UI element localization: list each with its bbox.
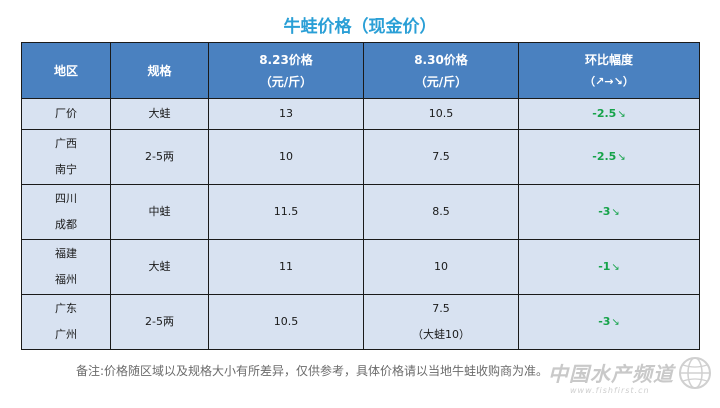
cell-spec: 中蛙 <box>110 184 209 240</box>
cell-region: 广东 广州 <box>21 294 111 350</box>
cell-price-1: 13 <box>208 98 364 130</box>
table-header-row: 地区 规格 8.23价格 （元/斤） 8.30价格 （元/斤） 环比幅度 （↗→… <box>21 42 700 99</box>
header-date2-label: 8.30价格 <box>414 52 468 67</box>
cell-change: -3↘ <box>518 184 700 240</box>
cell-price-2: 8.5 <box>363 184 519 240</box>
cell-price-2: 10 <box>363 239 519 295</box>
header-region: 地区 <box>21 42 111 99</box>
region-line2: 南宁 <box>55 163 77 176</box>
price-2-note: （大蛙10） <box>412 328 470 341</box>
trend-down-icon: ↘ <box>617 108 626 120</box>
price-2-value: 7.5 <box>432 302 450 315</box>
cell-price-2: 7.5 <box>363 129 519 185</box>
change-value: -2.5 <box>592 106 617 120</box>
cell-price-1: 11.5 <box>208 184 364 240</box>
cell-change: -2.5↘ <box>518 98 700 130</box>
cell-region: 福建 福州 <box>21 239 111 295</box>
header-date1: 8.23价格 （元/斤） <box>208 42 364 99</box>
trend-down-icon: ↘ <box>617 151 626 163</box>
header-change-label: 环比幅度 <box>584 52 633 67</box>
globe-logo-icon <box>679 357 711 389</box>
region-line1: 厂价 <box>55 107 77 120</box>
cell-price-1: 10 <box>208 129 364 185</box>
cell-spec: 大蛙 <box>110 98 209 130</box>
header-change-legend: （↗→↘） <box>584 74 634 88</box>
region-line2: 成都 <box>55 218 77 231</box>
table-row: 广东 广州 2-5两 10.5 7.5 （大蛙10） -3↘ <box>21 294 700 350</box>
header-date2-unit: （元/斤） <box>414 74 468 89</box>
header-date1-unit: （元/斤） <box>259 74 313 89</box>
cell-region: 厂价 <box>21 98 111 130</box>
change-value: -3 <box>598 314 611 328</box>
change-value: -3 <box>598 204 611 218</box>
watermark-text: 中国水产频道 <box>548 362 674 386</box>
change-value: -1 <box>598 259 611 273</box>
header-change: 环比幅度 （↗→↘） <box>518 42 700 99</box>
table-row: 福建 福州 大蛙 11 10 -1↘ <box>21 239 700 295</box>
watermark: 中国水产频道 www.fishfirst.cn <box>540 352 716 404</box>
cell-region: 四川 成都 <box>21 184 111 240</box>
cell-region: 广西 南宁 <box>21 129 111 185</box>
cell-change: -3↘ <box>518 294 700 350</box>
trend-down-icon: ↘ <box>611 316 620 328</box>
header-date2: 8.30价格 （元/斤） <box>363 42 519 99</box>
page-title: 牛蛙价格（现金价） <box>283 17 437 37</box>
region-line2: 福州 <box>55 273 77 286</box>
region-line1: 广东 <box>55 302 77 315</box>
change-value: -2.5 <box>592 149 617 163</box>
table-row: 四川 成都 中蛙 11.5 8.5 -3↘ <box>21 184 700 240</box>
cell-price-1: 11 <box>208 239 364 295</box>
table-row: 广西 南宁 2-5两 10 7.5 -2.5↘ <box>21 129 700 185</box>
cell-price-2: 10.5 <box>363 98 519 130</box>
cell-change: -1↘ <box>518 239 700 295</box>
footnote: 备注:价格随区域以及规格大小有所差异，仅供参考，具体价格请以当地牛蛙收购商为准。 <box>76 364 549 378</box>
region-line2: 广州 <box>55 328 77 341</box>
cell-spec: 2-5两 <box>110 129 209 185</box>
cell-price-2: 7.5 （大蛙10） <box>363 294 519 350</box>
price-table: 地区 规格 8.23价格 （元/斤） 8.30价格 （元/斤） 环比幅度 （↗→… <box>21 42 700 350</box>
region-line1: 四川 <box>55 192 77 205</box>
cell-spec: 大蛙 <box>110 239 209 295</box>
cell-spec: 2-5两 <box>110 294 209 350</box>
cell-change: -2.5↘ <box>518 129 700 185</box>
table-row: 厂价 大蛙 13 10.5 -2.5↘ <box>21 98 700 130</box>
region-line1: 广西 <box>55 137 77 150</box>
cell-price-1: 10.5 <box>208 294 364 350</box>
trend-down-icon: ↘ <box>611 261 620 273</box>
header-spec: 规格 <box>110 42 209 99</box>
watermark-url: www.fishfirst.cn <box>570 386 650 395</box>
region-line1: 福建 <box>55 247 77 260</box>
header-date1-label: 8.23价格 <box>259 52 313 67</box>
trend-down-icon: ↘ <box>611 206 620 218</box>
